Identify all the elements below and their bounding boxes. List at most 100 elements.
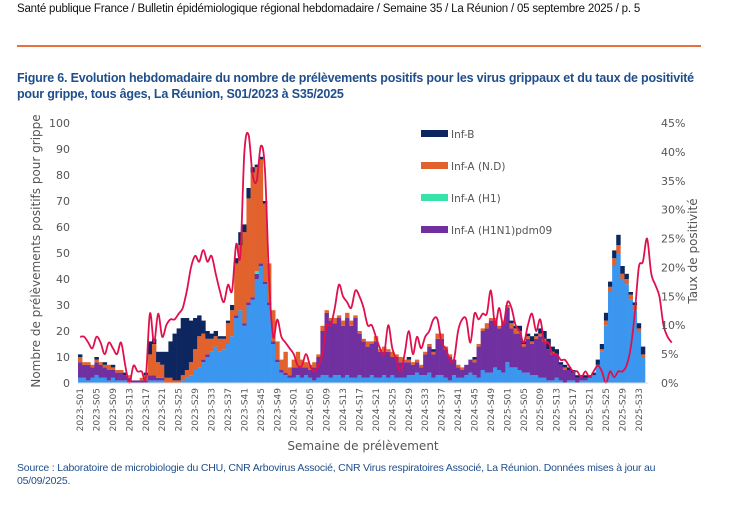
bar-segment bbox=[365, 377, 371, 383]
bar-segment bbox=[213, 346, 218, 383]
bar-segment bbox=[262, 201, 268, 204]
bar-segment bbox=[435, 338, 440, 376]
bar-segment bbox=[324, 375, 329, 383]
bar-segment bbox=[258, 266, 264, 383]
bar-segment bbox=[258, 159, 264, 264]
bar-segment bbox=[262, 284, 268, 383]
x-tick-label: 2025-S33 bbox=[635, 388, 645, 431]
bar-segment bbox=[267, 302, 272, 305]
bar-segment bbox=[139, 377, 145, 381]
bar-segment bbox=[86, 362, 91, 365]
bar-segment bbox=[608, 281, 613, 287]
bar-segment bbox=[525, 336, 531, 339]
bar-segment bbox=[102, 364, 108, 368]
bar-segment bbox=[624, 279, 629, 285]
bar-segment bbox=[583, 375, 588, 378]
bar-segment bbox=[406, 362, 412, 376]
bar-segment bbox=[320, 375, 325, 383]
bar-segment bbox=[439, 338, 444, 376]
bar-segment bbox=[603, 325, 609, 383]
bar-segment bbox=[603, 312, 609, 321]
bar-segment bbox=[591, 372, 596, 376]
positivity-line-layer bbox=[79, 131, 673, 384]
y-tick-label: 10 bbox=[56, 351, 70, 364]
bar-segment bbox=[529, 341, 535, 344]
bar-segment bbox=[509, 367, 514, 383]
bar-segment bbox=[234, 315, 239, 318]
bar-segment bbox=[546, 380, 551, 383]
bar-segment bbox=[427, 346, 432, 373]
bar-segment bbox=[525, 372, 531, 383]
figure-title: Figure 6. Evolution hebdomadaire du nomb… bbox=[17, 71, 694, 101]
y-tick-label: 70 bbox=[56, 195, 70, 208]
bar-segment bbox=[340, 320, 346, 326]
bar-segment bbox=[546, 349, 551, 381]
bar-segment bbox=[377, 351, 383, 378]
bar-segment bbox=[246, 188, 251, 199]
bar-segment bbox=[456, 364, 461, 368]
bar-segment bbox=[608, 286, 613, 292]
bar-segment bbox=[558, 362, 564, 365]
chart: 0 10 20 30 40 50 60 70 80 90 100 0% 5% 10% 15% 20% 25% 3… bbox=[29, 114, 700, 453]
bar-segment bbox=[267, 305, 272, 383]
bar-segment bbox=[373, 341, 379, 378]
bar-segment bbox=[538, 328, 543, 334]
y2-tick-label: 25% bbox=[661, 233, 685, 246]
bar-segment bbox=[402, 362, 407, 378]
bar-segment bbox=[180, 375, 186, 381]
bar-segment bbox=[616, 253, 621, 383]
bar-segment bbox=[238, 310, 243, 383]
x-tick-label: 2023-S01 bbox=[76, 388, 86, 431]
bar-segment bbox=[295, 375, 301, 383]
bar-segment bbox=[410, 364, 416, 376]
y2-tick-label: 30% bbox=[661, 204, 685, 217]
bar-segment bbox=[406, 357, 412, 360]
bar-segment bbox=[361, 341, 366, 378]
bar-segment bbox=[308, 370, 313, 378]
bar-segment bbox=[521, 344, 527, 347]
bar-segment bbox=[566, 380, 572, 383]
bar-segment bbox=[460, 370, 465, 378]
bar-segment bbox=[579, 377, 584, 381]
bar-segment bbox=[225, 320, 231, 324]
bar-segment bbox=[180, 380, 186, 383]
bar-segment bbox=[110, 367, 116, 370]
bar-segment bbox=[287, 375, 292, 378]
bar-segment bbox=[353, 318, 358, 378]
bar-segment bbox=[554, 349, 560, 355]
bar-segment bbox=[386, 351, 391, 378]
bar-segment bbox=[127, 375, 132, 378]
bar-segment bbox=[242, 224, 247, 233]
bar-segment bbox=[160, 351, 165, 365]
bar-segment bbox=[538, 333, 543, 337]
bar-segment bbox=[328, 318, 334, 321]
legend: Inf-B Inf-A (N.D) Inf-A (H1) Inf-A (H1N1)pd… bbox=[421, 129, 552, 237]
bar-segment bbox=[550, 346, 555, 352]
bar-segment bbox=[78, 362, 83, 378]
bar-segment bbox=[501, 372, 506, 383]
bar-segment bbox=[78, 377, 83, 383]
bar-segment bbox=[361, 377, 366, 383]
bar-segment bbox=[554, 354, 560, 378]
bar-segment bbox=[283, 372, 288, 376]
bar-segment bbox=[139, 380, 145, 383]
legend-label: Inf-B bbox=[451, 129, 475, 141]
bar-segment bbox=[123, 372, 128, 376]
bar-segment bbox=[587, 377, 592, 383]
bar-segment bbox=[575, 375, 580, 378]
bar-segment bbox=[242, 323, 247, 326]
bar-segment bbox=[316, 354, 321, 357]
bar-segment bbox=[123, 375, 128, 381]
y-tick-label: 30 bbox=[56, 299, 70, 312]
x-tick-label: 2023-S17 bbox=[142, 388, 152, 431]
bar-segment bbox=[414, 362, 420, 373]
y2-tick-label: 15% bbox=[661, 290, 685, 303]
bar-segment bbox=[472, 375, 477, 383]
bar-segment bbox=[197, 315, 202, 337]
bar-segment bbox=[542, 341, 547, 378]
bar-segment bbox=[184, 377, 190, 383]
bar-segment bbox=[312, 362, 317, 368]
bar-segment bbox=[332, 323, 338, 376]
bar-segment bbox=[123, 380, 128, 383]
bar-segment bbox=[168, 377, 173, 383]
